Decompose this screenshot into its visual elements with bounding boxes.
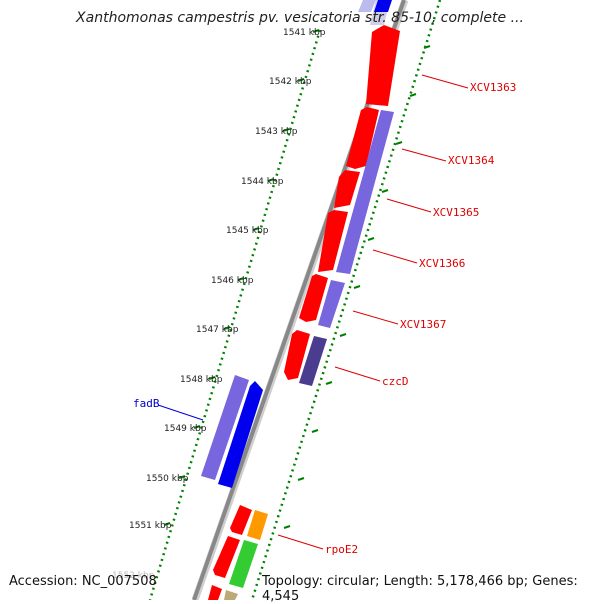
gene-rpoe2-left[interactable] (230, 505, 252, 535)
gene-partial-blue (374, 0, 392, 12)
tick-label-1550: 1550 kbp (146, 474, 189, 484)
tick-label-1545: 1545 kbp (226, 226, 269, 236)
gene-xcv1364b[interactable] (334, 170, 360, 208)
gene-partial-lilac (358, 0, 376, 12)
tick-track-right (250, 0, 442, 600)
tick-label-1544: 1544 kbp (241, 177, 284, 187)
gene-xcv1365[interactable] (318, 210, 348, 272)
tick-labels: 1541 kbp 1542 kbp 1543 kbp 1544 kbp 1545… (112, 28, 326, 581)
gene-label-xcv1367[interactable]: XCV1367 (400, 318, 446, 331)
gene-czcd[interactable] (299, 336, 327, 386)
tick-label-1547: 1547 kbp (196, 325, 239, 335)
gene-xcv1367-rev[interactable] (318, 280, 345, 328)
gene-fadb-blue[interactable] (218, 381, 263, 488)
gene-features (201, 0, 400, 600)
gene-label-xcv1364[interactable]: XCV1364 (448, 154, 495, 167)
tick-marks-right (283, 45, 431, 529)
gene-red-lower[interactable] (213, 536, 240, 578)
gene-green[interactable] (229, 540, 258, 588)
gene-label-xcv1365[interactable]: XCV1365 (433, 206, 479, 219)
gene-label-xcv1363[interactable]: XCV1363 (470, 81, 516, 94)
tick-label-1552: 1552 kbp (112, 571, 155, 581)
accession-text: Accession: NC_007508 (9, 574, 157, 589)
gene-xcv1363[interactable] (366, 25, 400, 106)
label-leaders (157, 74, 469, 550)
gene-xcv1365-rev[interactable] (336, 110, 394, 274)
gene-red-bottom[interactable] (208, 585, 222, 600)
gene-xcv1366[interactable] (299, 274, 328, 322)
gene-label-czcd[interactable]: czcD (382, 375, 409, 388)
map-title: Xanthomonas campestris pv. vesicatoria s… (76, 10, 524, 26)
gene-label-xcv1366[interactable]: XCV1366 (419, 257, 465, 270)
gene-xcv1364[interactable] (346, 107, 379, 169)
tick-label-1548: 1548 kbp (180, 375, 223, 385)
tick-label-1551: 1551 kbp (129, 521, 172, 531)
tick-marks (163, 29, 320, 526)
tick-label-1543: 1543 kbp (255, 127, 298, 137)
tick-label-1546: 1546 kbp (211, 276, 254, 286)
tick-label-1542: 1542 kbp (269, 77, 312, 87)
gene-labels: XCV1363 XCV1364 XCV1365 XCV1366 XCV1367 … (133, 81, 516, 556)
gene-label-fadb[interactable]: fadB (133, 397, 160, 410)
gene-rpoe2[interactable] (247, 510, 268, 540)
gene-xcv1367[interactable] (284, 330, 310, 380)
gene-label-rpoe2[interactable]: rpoE2 (325, 543, 358, 556)
tick-label-1549: 1549 kbp (164, 424, 207, 434)
gene-fadb[interactable] (201, 375, 249, 480)
tick-label-1541: 1541 kbp (283, 28, 326, 38)
gene-tan-bottom[interactable] (224, 590, 238, 600)
